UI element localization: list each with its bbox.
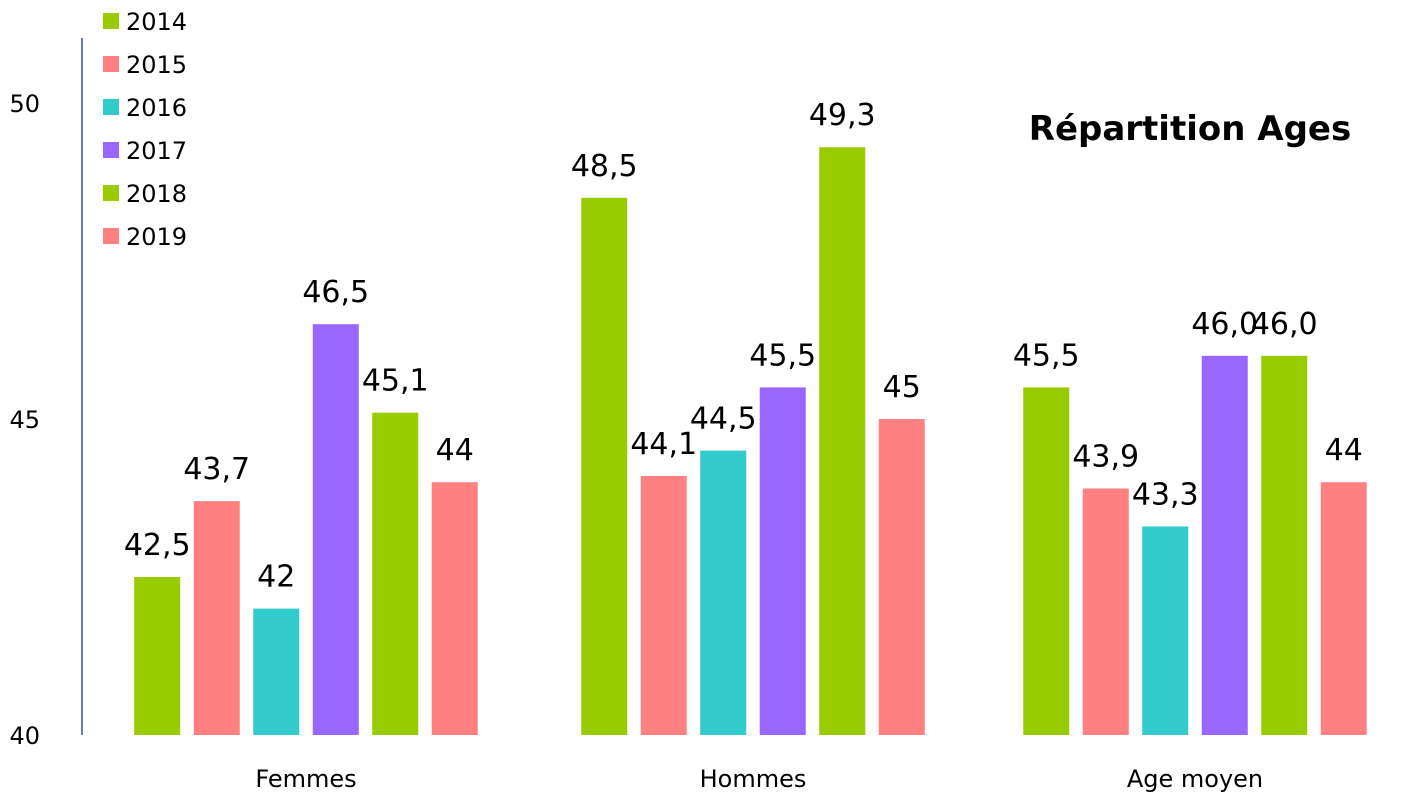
data-label: 42 (257, 560, 295, 595)
bar (1082, 488, 1129, 735)
bar (1201, 355, 1248, 735)
data-label: 44 (1325, 433, 1363, 468)
data-label: 42,5 (124, 528, 191, 563)
data-label: 46,0 (1251, 307, 1318, 342)
data-label: 45,5 (1013, 338, 1080, 373)
legend-label: 2015 (126, 51, 187, 79)
legend-swatch (103, 99, 119, 115)
bar (372, 412, 419, 735)
bar (134, 577, 181, 735)
y-tick-label: 40 (9, 722, 40, 750)
y-tick-label: 50 (9, 90, 40, 118)
legend-label: 2018 (126, 180, 187, 208)
bar (759, 387, 806, 735)
data-label: 43,7 (183, 452, 250, 487)
legend-label: 2019 (126, 223, 187, 251)
bar (1320, 482, 1367, 735)
legend: 2014 2015 2016 2017 2018 2019 (103, 8, 187, 251)
data-label: 44,1 (630, 427, 697, 462)
axes: 40 45 50 Femmes Hommes Age moyen (9, 38, 1263, 793)
bar (312, 324, 359, 735)
bar (1142, 526, 1189, 735)
legend-label: 2017 (126, 137, 187, 165)
bar (819, 147, 866, 736)
data-label: 44,5 (690, 402, 757, 437)
data-label: 49,3 (809, 98, 876, 133)
data-labels: 42,5 48,5 45,5 43,7 44,1 43,9 42 44,5 43,3 46,5 45… (124, 98, 1363, 594)
data-label: 46,5 (302, 275, 369, 310)
legend-swatch (103, 56, 119, 72)
bar (878, 419, 925, 735)
data-label: 45,1 (362, 364, 429, 399)
chart-title: Répartition Ages (1029, 109, 1351, 149)
bar (1023, 387, 1070, 735)
data-label: 43,9 (1072, 440, 1139, 475)
data-label: 48,5 (571, 149, 638, 184)
x-category-label: Age moyen (1127, 765, 1263, 793)
legend-swatch (103, 13, 119, 29)
bar (431, 482, 478, 735)
legend-swatch (103, 185, 119, 201)
bar (700, 450, 747, 735)
bars (134, 147, 1367, 736)
bar (581, 197, 628, 736)
legend-label: 2016 (126, 94, 187, 122)
y-tick-label: 45 (9, 406, 40, 434)
data-label: 45 (883, 370, 921, 405)
data-label: 43,3 (1132, 477, 1199, 512)
legend-swatch (103, 228, 119, 244)
x-category-label: Femmes (255, 765, 356, 793)
data-label: 44 (436, 433, 474, 468)
x-category-label: Hommes (700, 765, 807, 793)
bar (1261, 355, 1308, 735)
bar (640, 475, 687, 735)
data-label: 46,0 (1191, 307, 1258, 342)
bar (193, 501, 240, 735)
bar (253, 608, 300, 735)
legend-label: 2014 (126, 8, 187, 36)
data-label: 45,5 (749, 338, 816, 373)
legend-swatch (103, 142, 119, 158)
